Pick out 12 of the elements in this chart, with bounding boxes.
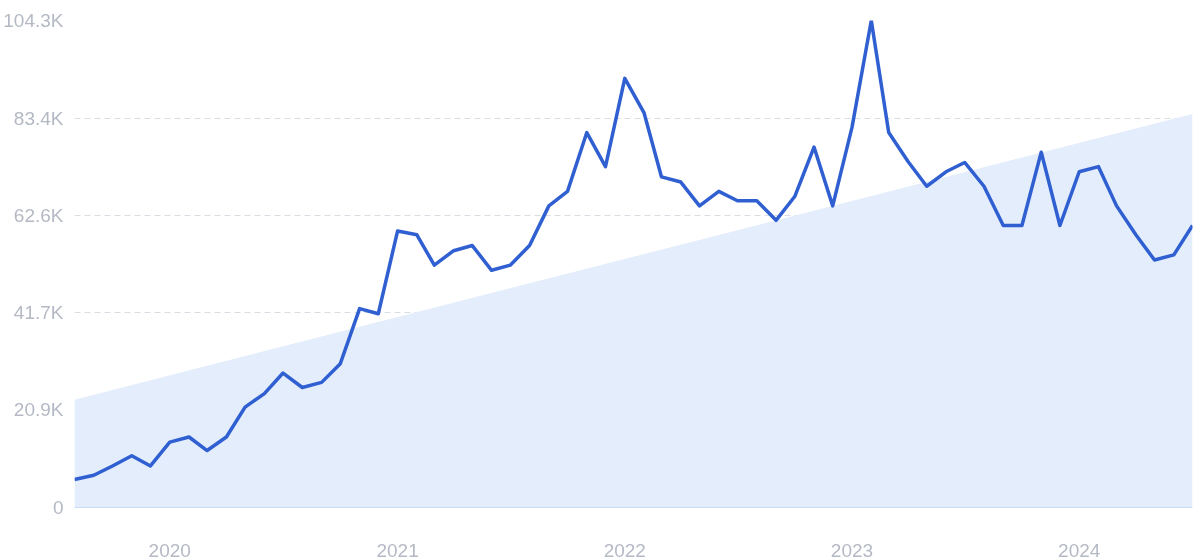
line-series xyxy=(74,20,1193,482)
x-tick-label: 2023 xyxy=(830,539,874,559)
y-tick-label: 20.9K xyxy=(13,399,64,421)
y-tick-label: 62.6K xyxy=(13,204,64,226)
x-tick-label: 2020 xyxy=(148,539,191,559)
x-tick-label: 2022 xyxy=(603,539,646,559)
x-tick-label: 2024 xyxy=(1058,539,1101,559)
y-tick-label: 41.7K xyxy=(13,302,64,324)
y-tick-label: 104.3K xyxy=(3,10,64,31)
x-tick-label: 2021 xyxy=(376,539,419,559)
y-tick-label: 83.4K xyxy=(13,107,64,129)
y-tick-label: 0 xyxy=(52,497,64,518)
